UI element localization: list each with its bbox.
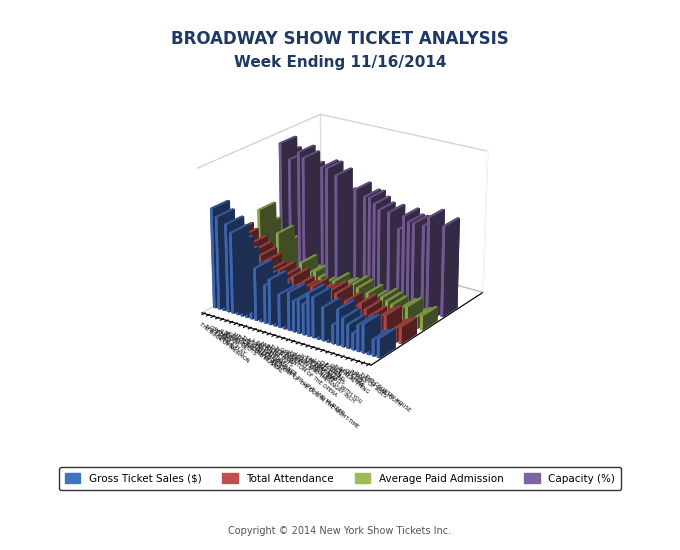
Text: BROADWAY SHOW TICKET ANALYSIS: BROADWAY SHOW TICKET ANALYSIS <box>171 30 509 48</box>
Text: Copyright © 2014 New York Show Tickets Inc.: Copyright © 2014 New York Show Tickets I… <box>228 526 452 536</box>
Text: Week Ending 11/16/2014: Week Ending 11/16/2014 <box>234 55 446 70</box>
Legend: Gross Ticket Sales ($), Total Attendance, Average Paid Admission, Capacity (%): Gross Ticket Sales ($), Total Attendance… <box>58 467 622 490</box>
